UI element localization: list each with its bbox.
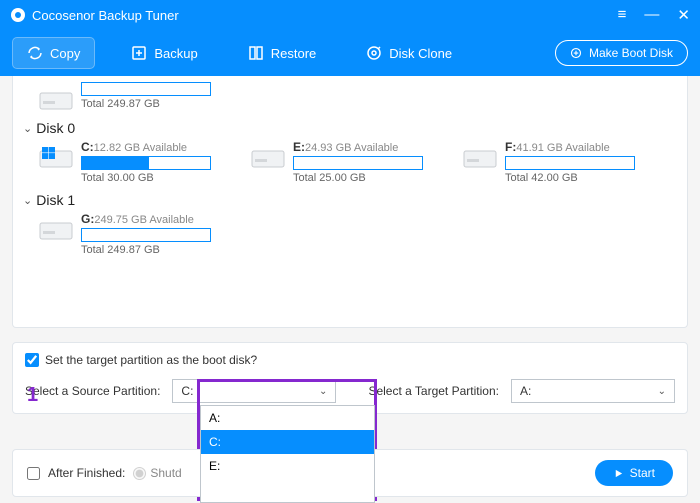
start-label: Start: [630, 466, 655, 480]
logo-icon: [10, 7, 26, 23]
copy-button[interactable]: Copy: [12, 37, 95, 69]
disk1-header[interactable]: ⌄Disk 1: [23, 192, 679, 208]
usage-bar: [505, 156, 635, 170]
backup-button[interactable]: Backup: [117, 37, 211, 69]
step-number: 1: [27, 384, 38, 407]
copy-icon: [27, 45, 43, 61]
usage-bar: [81, 156, 211, 170]
drive-icon: [39, 86, 73, 112]
shutdown-radio: [133, 467, 146, 480]
disk1-partitions: G:249.75 GB Available Total 249.87 GB: [21, 212, 679, 256]
partition-E[interactable]: E:24.93 GB Available Total 25.00 GB: [251, 140, 423, 184]
target-partition-select[interactable]: A: ⌄: [511, 379, 675, 403]
chevron-down-icon: ⌄: [319, 386, 327, 397]
usage-bar: [81, 82, 211, 96]
toolbar: Copy Backup Restore Disk Clone Make Boot…: [0, 30, 700, 76]
source-label: Select a Source Partition:: [25, 384, 160, 398]
app-logo: Cocosenor Backup Tuner: [10, 7, 179, 23]
after-finished-label: After Finished:: [48, 466, 125, 480]
clone-label: Disk Clone: [389, 46, 452, 61]
dropdown-option[interactable]: E:: [201, 454, 374, 478]
target-label: Select a Target Partition:: [368, 384, 499, 398]
disk0-partitions: C:12.82 GB Available Total 30.00 GB E:24…: [21, 140, 679, 184]
window-controls: ≡ — ✕: [618, 6, 690, 24]
disk0-header[interactable]: ⌄Disk 0: [23, 120, 679, 136]
make-boot-disk-button[interactable]: Make Boot Disk: [555, 40, 688, 66]
close-icon[interactable]: ✕: [677, 6, 690, 24]
clone-icon: [366, 45, 382, 61]
partition-F[interactable]: F:41.91 GB Available Total 42.00 GB: [463, 140, 635, 184]
drive-total: Total 249.87 GB: [81, 98, 211, 110]
start-button[interactable]: Start: [595, 460, 673, 486]
after-finished-checkbox[interactable]: [27, 467, 40, 480]
usage-bar: [81, 228, 211, 242]
backup-icon: [131, 45, 147, 61]
chevron-down-icon: ⌄: [23, 122, 32, 135]
restore-icon: [248, 45, 264, 61]
boot-disk-checkbox[interactable]: [25, 353, 39, 367]
source-dropdown: A:C:E:: [200, 405, 375, 503]
disks-panel: Total 249.87 GB ⌄Disk 0 C:12.82 GB Avail…: [12, 76, 688, 328]
top-drive[interactable]: Total 249.87 GB: [39, 82, 211, 112]
play-icon: [613, 468, 624, 479]
restore-label: Restore: [271, 46, 317, 61]
restore-button[interactable]: Restore: [234, 37, 331, 69]
boot-label: Make Boot Disk: [589, 46, 673, 60]
chevron-down-icon: ⌄: [658, 386, 666, 397]
app-title: Cocosenor Backup Tuner: [32, 8, 179, 23]
copy-label: Copy: [50, 46, 80, 61]
partition-G[interactable]: G:249.75 GB Available Total 249.87 GB: [39, 212, 211, 256]
usage-bar: [293, 156, 423, 170]
boot-icon: [570, 47, 582, 59]
dropdown-option[interactable]: [201, 478, 374, 502]
chevron-down-icon: ⌄: [23, 194, 32, 207]
shutdown-option[interactable]: Shutd: [133, 466, 181, 480]
titlebar: Cocosenor Backup Tuner ≡ — ✕: [0, 0, 700, 30]
settings-panel: Set the target partition as the boot dis…: [12, 342, 688, 414]
backup-label: Backup: [154, 46, 197, 61]
menu-icon[interactable]: ≡: [618, 6, 627, 24]
partition-C[interactable]: C:12.82 GB Available Total 30.00 GB: [39, 140, 211, 184]
disk-clone-button[interactable]: Disk Clone: [352, 37, 466, 69]
minimize-icon[interactable]: —: [644, 6, 659, 24]
dropdown-option[interactable]: A:: [201, 406, 374, 430]
source-partition-select[interactable]: C: ⌄: [172, 379, 336, 403]
dropdown-option[interactable]: C:: [201, 430, 374, 454]
boot-disk-label: Set the target partition as the boot dis…: [45, 353, 257, 367]
